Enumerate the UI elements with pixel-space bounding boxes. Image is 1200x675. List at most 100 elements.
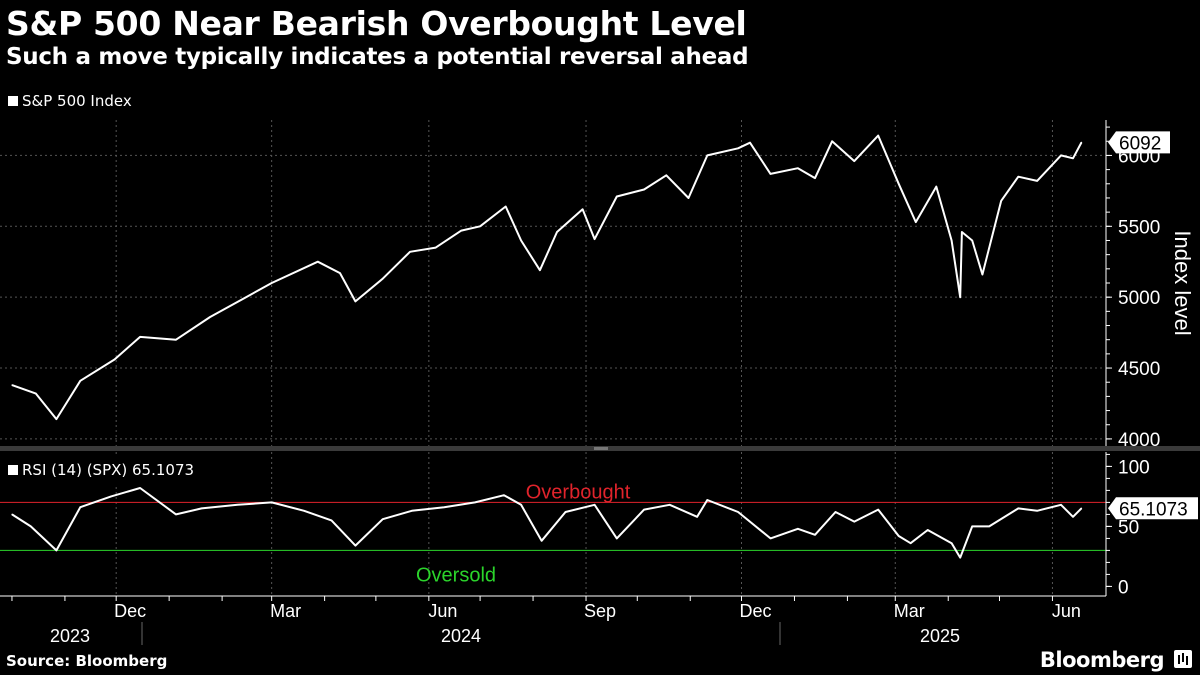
rsi-point — [814, 534, 816, 536]
price-point — [769, 173, 772, 175]
price-point — [959, 296, 961, 298]
oversold-label: Oversold — [416, 564, 496, 586]
price-y-axis-title: Index level — [1170, 230, 1195, 335]
price-point — [556, 231, 558, 233]
rsi-point — [564, 511, 567, 513]
price-point — [951, 239, 953, 242]
rsi-point — [271, 501, 273, 503]
rsi-point — [1080, 507, 1083, 509]
x-month-label-6: Jun — [1052, 601, 1081, 621]
bloomberg-terminal-icon — [1174, 650, 1192, 668]
rsi-point — [769, 537, 772, 540]
rsi-point — [1017, 507, 1019, 509]
price-legend-label: S&P 500 Index — [22, 92, 132, 110]
rsi-point — [411, 510, 413, 512]
rsi-legend: RSI (14) (SPX) 65.1073 — [0, 455, 203, 485]
price-point — [175, 339, 177, 341]
price-last-value-box — [1108, 131, 1170, 154]
price-point — [1060, 154, 1062, 157]
source-note: Source: Bloomberg — [6, 652, 168, 670]
price-point — [643, 188, 645, 191]
rsi-point — [951, 542, 953, 544]
price-point — [797, 167, 799, 169]
price-point — [409, 251, 411, 253]
price-point — [749, 142, 751, 144]
price-point — [339, 272, 341, 274]
rsi-point — [593, 504, 596, 506]
price-point — [11, 384, 13, 386]
x-year-label-1: 2024 — [441, 626, 481, 646]
rsi-point — [382, 518, 384, 520]
rsi-point — [797, 528, 799, 530]
price-point — [935, 186, 937, 188]
rsi-point — [988, 525, 990, 528]
rsi-point — [303, 510, 305, 512]
price-point — [853, 160, 855, 162]
price-point — [898, 183, 900, 185]
price-point — [79, 380, 81, 382]
rsi-point — [616, 537, 618, 540]
rsi-point — [236, 504, 239, 506]
x-month-label-3: Sep — [584, 601, 616, 621]
price-point — [616, 195, 618, 198]
brand-logo: Bloomberg — [1039, 648, 1165, 672]
chart-subtitle: Such a move typically indicates a potent… — [6, 44, 749, 70]
rsi-last-value-box — [1108, 497, 1198, 520]
panel-divider-handle — [594, 447, 608, 450]
rsi-point — [1072, 516, 1074, 518]
price-point — [209, 316, 211, 318]
rsi-point — [898, 535, 900, 537]
price-point — [915, 221, 917, 223]
rsi-point — [443, 506, 445, 508]
price-point — [877, 134, 879, 137]
rsi-point — [834, 511, 837, 513]
rsi-ytick-label-1: 50 — [1118, 517, 1139, 538]
price-point — [706, 154, 708, 157]
price-point — [271, 282, 273, 284]
price-point — [1080, 141, 1083, 143]
price-ytick-label-0: 4000 — [1118, 430, 1160, 451]
price-point — [687, 197, 690, 199]
rsi-point — [110, 495, 112, 497]
rsi-point — [541, 540, 543, 542]
price-point — [113, 358, 116, 361]
price-ytick-label-3: 5500 — [1118, 217, 1160, 238]
price-point — [971, 239, 973, 242]
price-point — [55, 418, 57, 420]
rsi-point — [971, 525, 973, 528]
price-point — [460, 229, 462, 232]
price-point — [981, 273, 984, 276]
rsi-point — [520, 504, 522, 506]
price-legend: S&P 500 Index — [8, 92, 132, 110]
price-point — [1072, 157, 1074, 159]
price-point — [505, 205, 507, 208]
price-point — [1017, 176, 1019, 178]
price-point — [814, 177, 816, 179]
price-point — [479, 225, 481, 227]
rsi-point — [139, 487, 141, 489]
rsi-legend-swatch — [8, 465, 18, 475]
price-point — [139, 336, 141, 338]
price-point — [737, 147, 739, 149]
rsi-point — [737, 511, 739, 513]
legend-swatch — [8, 96, 18, 106]
rsi-point — [706, 499, 708, 501]
x-year-label-0: 2023 — [50, 626, 90, 646]
rsi-point — [877, 509, 879, 511]
chart-title: S&P 500 Near Bearish Overbought Level — [6, 4, 747, 43]
price-point — [593, 238, 596, 240]
rsi-last-value-label: 65.1073 — [1119, 499, 1188, 520]
rsi-point — [11, 513, 13, 516]
rsi-point — [201, 507, 203, 509]
x-month-label-4: Dec — [739, 601, 771, 621]
x-month-label-5: Mar — [894, 601, 925, 621]
price-series-line — [11, 134, 1083, 421]
overbought-label: Overbought — [526, 481, 631, 503]
rsi-point — [175, 513, 177, 516]
price-point — [435, 246, 437, 249]
price-point — [665, 174, 667, 176]
rsi-point — [1036, 510, 1038, 512]
price-last-value-label: 6092 — [1119, 133, 1161, 154]
rsi-point — [853, 521, 855, 523]
